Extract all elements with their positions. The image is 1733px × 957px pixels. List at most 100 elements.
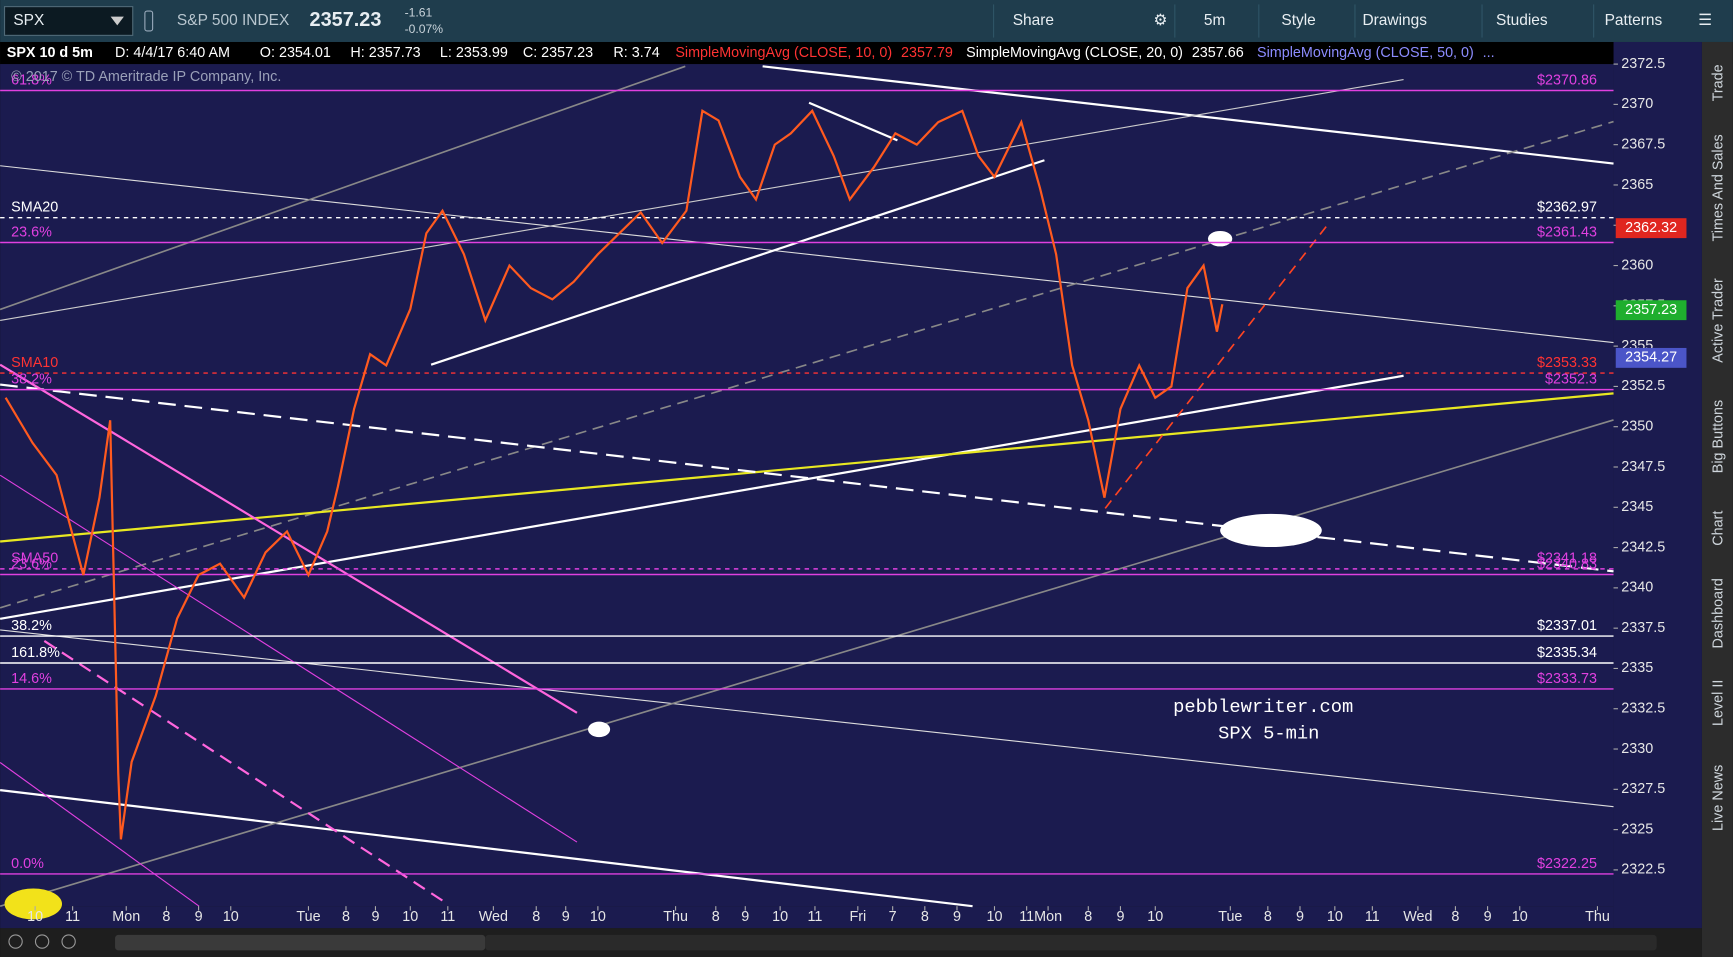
symbol-description: S&P 500 INDEX: [177, 12, 289, 29]
info-bar: [0, 41, 1733, 65]
x-tick-label: 9: [741, 909, 749, 925]
x-tick-label: 9: [195, 909, 203, 925]
bar-low: L: 2353.99: [440, 45, 508, 61]
price-line: [4, 108, 1224, 840]
plot-area[interactable]: [0, 64, 1614, 907]
y-tick-label: 2337.5: [1621, 620, 1665, 636]
side-tab[interactable]: Big Buttons: [1710, 400, 1726, 473]
level-label: $2362.97: [1537, 200, 1597, 216]
level-fib-label: SMA50: [11, 551, 58, 567]
scroll-thumb[interactable]: [115, 934, 486, 951]
x-tick-label: Wed: [479, 909, 508, 925]
menu-icon[interactable]: ☰: [1698, 12, 1712, 29]
y-tick-label: 2335: [1621, 660, 1653, 676]
toolbar-button[interactable]: Share: [1013, 12, 1054, 29]
symbol-dropdown[interactable]: [110, 16, 124, 26]
y-tick-label: 2365: [1621, 177, 1653, 193]
price-axis: [1613, 41, 1702, 929]
x-tick-label: 10: [1512, 909, 1528, 925]
level-label: $2340.83: [1537, 556, 1597, 572]
level-fib-label: SMA20: [11, 200, 58, 216]
level-fib-label: SMA10: [11, 355, 58, 371]
side-tab[interactable]: Trade: [1710, 64, 1726, 101]
side-tab[interactable]: Times And Sales: [1710, 134, 1726, 241]
y-tick-label: 2367.5: [1621, 136, 1665, 152]
x-tick-label: 9: [1296, 909, 1304, 925]
trend-line: [0, 383, 1614, 573]
study-value: 2357.66: [1192, 45, 1244, 61]
level-fib-label: 61.8%: [11, 72, 52, 88]
x-tick-label: Tue: [296, 909, 320, 925]
y-tick-label: 2372.5: [1621, 56, 1665, 72]
y-tick-label: 2352.5: [1621, 378, 1665, 394]
trend-line: [0, 65, 686, 311]
x-tick-label: 9: [953, 909, 961, 925]
x-tick-label: 8: [1084, 909, 1092, 925]
side-tab[interactable]: Level II: [1710, 680, 1726, 726]
x-tick-label: 10: [223, 909, 239, 925]
zoom-fit-icon[interactable]: [34, 934, 50, 949]
study-name: SimpleMovingAvg (CLOSE, 50, 0): [1257, 45, 1474, 61]
level-fib-label: 23.6%: [11, 224, 52, 240]
y-tick-label: 2345: [1621, 499, 1653, 515]
level-fib-label: 38.2%: [11, 618, 52, 634]
bar-close: C: 2357.23: [523, 45, 593, 61]
level-fib-label: 23.6%: [11, 556, 52, 572]
symbol-box[interactable]: [3, 6, 134, 36]
y-tick-label: 2322.5: [1621, 862, 1665, 878]
zoom-out-icon[interactable]: [61, 934, 76, 949]
y-tick-label: 2360: [1621, 257, 1653, 273]
side-tab[interactable]: Dashboard: [1710, 578, 1726, 648]
x-tick-label: Mon: [1034, 909, 1062, 925]
trend-line: [430, 159, 1045, 366]
marker-ellipse: [588, 721, 611, 738]
trend-line: [0, 789, 973, 908]
fib-line: [0, 363, 578, 714]
symbol: SPX: [13, 12, 44, 29]
y-tick-label: 2325: [1621, 821, 1653, 837]
x-tick-label: 11: [1365, 909, 1380, 925]
side-tab[interactable]: Live News: [1710, 765, 1726, 831]
x-tick-label: 10: [1147, 909, 1163, 925]
x-tick-label: 9: [371, 909, 379, 925]
trend-line: [0, 79, 1404, 322]
bar-date: D: 4/4/17 6:40 AM: [115, 45, 230, 61]
trend-line: [0, 392, 1614, 543]
x-tick-label: 10: [402, 909, 418, 925]
scroll-track[interactable]: [485, 934, 1657, 951]
toolbar-button[interactable]: Style: [1281, 12, 1315, 29]
x-tick-label: 9: [562, 909, 570, 925]
settings-icon[interactable]: ⚙: [1154, 12, 1168, 29]
x-tick-label: 8: [162, 909, 170, 925]
x-tick-label: 10: [27, 909, 43, 925]
level-label: $2333.73: [1537, 671, 1597, 687]
bar-open: O: 2354.01: [260, 45, 331, 61]
toolbar-button[interactable]: 5m: [1204, 12, 1226, 29]
trend-line: [0, 165, 1614, 344]
x-tick-label: 8: [1451, 909, 1459, 925]
link-icon[interactable]: [144, 10, 154, 32]
toolbar-button[interactable]: Drawings: [1362, 12, 1427, 29]
x-tick-label: 8: [1264, 909, 1272, 925]
side-tab[interactable]: Active Trader: [1710, 278, 1726, 363]
annotation: pebblewriter.com: [1173, 696, 1353, 718]
x-tick-label: 8: [712, 909, 720, 925]
y-tick-label: 2330: [1621, 741, 1653, 757]
x-tick-label: 9: [1484, 909, 1492, 925]
zoom-in-icon[interactable]: [8, 934, 23, 949]
x-tick-label: 11: [440, 909, 455, 925]
level-label: $2341.18: [1537, 551, 1597, 567]
level-label: $2361.43: [1537, 224, 1597, 240]
x-tick-label: 8: [342, 909, 350, 925]
x-tick-label: 7: [889, 909, 897, 925]
x-tick-label: Thu: [663, 909, 688, 925]
toolbar-button[interactable]: Studies: [1496, 12, 1548, 29]
price-badge: [1615, 347, 1687, 368]
side-tab[interactable]: Chart: [1710, 511, 1726, 546]
y-tick-label: 2340: [1621, 580, 1653, 596]
trend-line: [808, 101, 898, 142]
toolbar-button[interactable]: Patterns: [1605, 12, 1663, 29]
marker-ellipse: [1220, 513, 1322, 548]
channel-line: [1104, 226, 1327, 509]
